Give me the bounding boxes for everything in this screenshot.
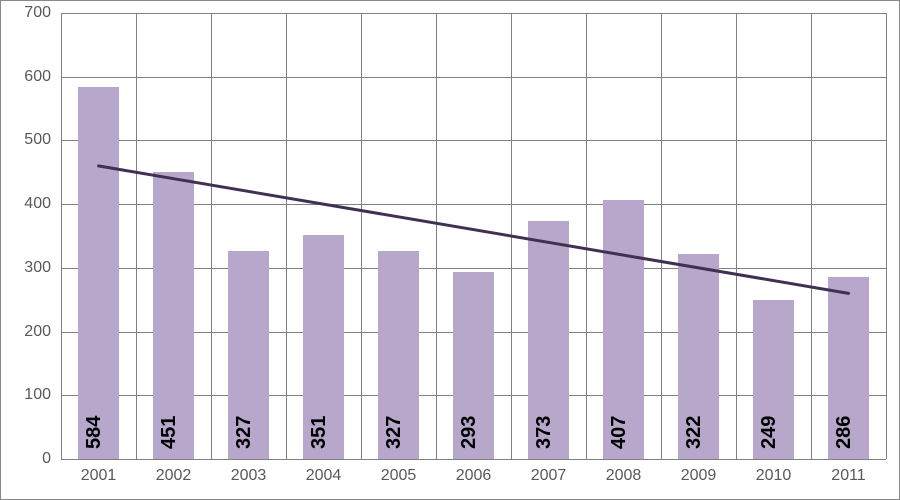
gridline-horizontal xyxy=(61,77,886,78)
y-tick-label: 600 xyxy=(1,68,51,86)
gridline-vertical xyxy=(736,13,737,459)
x-tick-label: 2004 xyxy=(306,467,342,485)
gridline-vertical xyxy=(511,13,512,459)
bar-value-label: 351 xyxy=(308,416,331,449)
bar-value-label: 584 xyxy=(83,416,106,449)
gridline-horizontal xyxy=(61,140,886,141)
bar-value-label: 327 xyxy=(233,416,256,449)
y-tick-label: 300 xyxy=(1,259,51,277)
y-tick-label: 0 xyxy=(1,450,51,468)
x-axis-labels: 2001 2002 2003 2004 2005 2006 2007 2008 2009 2010… xyxy=(61,467,886,497)
x-tick-label: 2009 xyxy=(681,467,717,485)
x-tick-label: 2001 xyxy=(81,467,117,485)
y-tick-label: 400 xyxy=(1,195,51,213)
x-tick-label: 2002 xyxy=(156,467,192,485)
bar-value-label: 407 xyxy=(608,416,631,449)
bar-value-label: 451 xyxy=(158,416,181,449)
gridline-vertical xyxy=(886,13,887,459)
chart-frame: 584 451 327 351 327 293 373 407 322 249 286 0 100 20… xyxy=(0,0,900,500)
x-tick-label: 2007 xyxy=(531,467,567,485)
gridline-vertical xyxy=(361,13,362,459)
x-tick-label: 2010 xyxy=(756,467,792,485)
gridline-horizontal xyxy=(61,459,886,460)
bar-value-label: 286 xyxy=(833,416,856,449)
plot-area: 584 451 327 351 327 293 373 407 322 249 286 xyxy=(61,13,886,459)
gridline-vertical xyxy=(436,13,437,459)
gridline-vertical xyxy=(586,13,587,459)
x-tick-label: 2006 xyxy=(456,467,492,485)
bar-value-label: 293 xyxy=(458,416,481,449)
bar-value-label: 327 xyxy=(383,416,406,449)
y-tick-label: 700 xyxy=(1,4,51,22)
bar-value-label: 322 xyxy=(683,416,706,449)
gridline-vertical xyxy=(61,13,62,459)
bar xyxy=(78,87,119,459)
x-tick-label: 2003 xyxy=(231,467,267,485)
x-tick-label: 2008 xyxy=(606,467,642,485)
bar-value-label: 249 xyxy=(758,416,781,449)
y-tick-label: 500 xyxy=(1,131,51,149)
x-tick-label: 2011 xyxy=(831,467,865,485)
y-tick-label: 200 xyxy=(1,323,51,341)
gridline-vertical xyxy=(211,13,212,459)
bar-value-label: 373 xyxy=(533,416,556,449)
gridline-vertical xyxy=(136,13,137,459)
gridline-horizontal xyxy=(61,13,886,14)
gridline-vertical xyxy=(811,13,812,459)
gridline-vertical xyxy=(661,13,662,459)
gridline-vertical xyxy=(286,13,287,459)
y-tick-label: 100 xyxy=(1,386,51,404)
x-tick-label: 2005 xyxy=(381,467,417,485)
